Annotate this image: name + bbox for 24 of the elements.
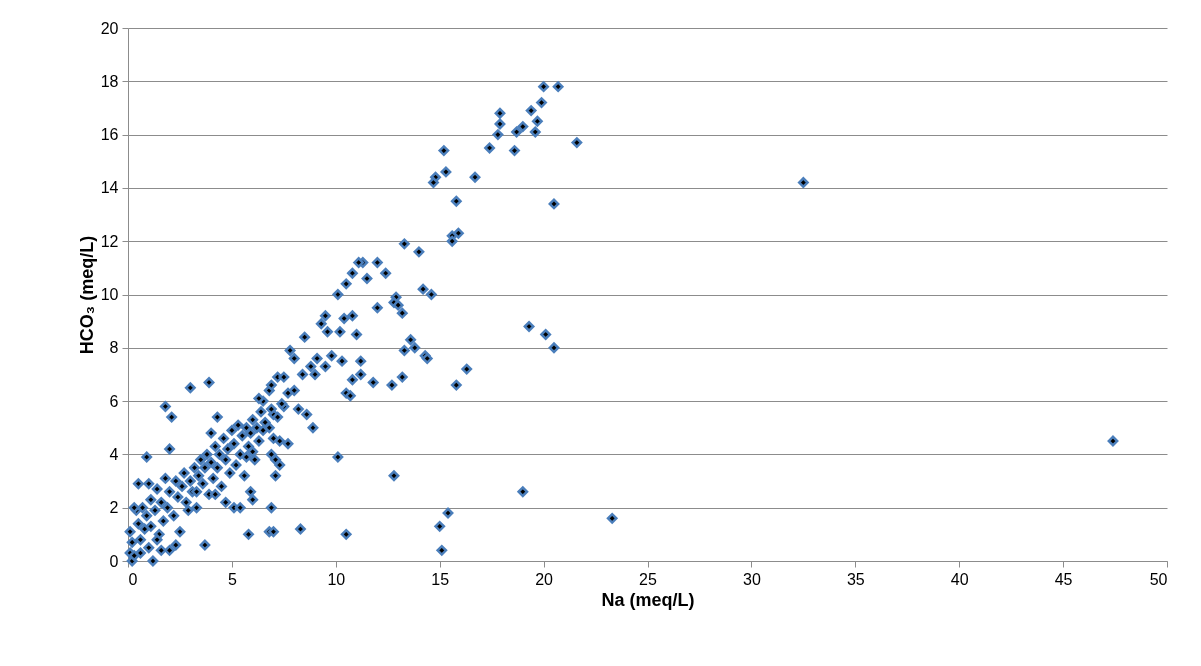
x-tick-label: 35 [846, 570, 865, 588]
x-tick-label: 25 [639, 570, 657, 588]
x-tick-label: 0 [128, 570, 138, 588]
x-tick-label: 10 [327, 570, 346, 588]
y-tick-label: 14 [100, 179, 119, 197]
x-tick-label: 15 [431, 570, 450, 588]
y-axis-title: HCO₃ (meq/L) [76, 235, 97, 355]
y-tick-label: 18 [100, 72, 119, 90]
y-tick-label: 10 [100, 286, 119, 303]
y-tick-label: 20 [100, 19, 119, 37]
x-tick-label: 45 [1054, 570, 1073, 588]
y-tick-label: 12 [100, 232, 119, 250]
x-tick-label: 5 [227, 570, 237, 588]
x-tick-label: 20 [535, 570, 554, 588]
y-tick-label: 8 [109, 339, 119, 357]
x-tick-label: 50 [1149, 570, 1168, 588]
y-tick-label: 4 [109, 445, 119, 463]
y-tick-label: 2 [109, 499, 119, 517]
y-tick-label: 16 [100, 126, 119, 144]
y-tick-label: 0 [109, 552, 119, 570]
x-tick-label: 40 [950, 570, 969, 588]
x-axis-title: Na (meq/L) [601, 589, 695, 610]
x-tick-label: 30 [743, 570, 761, 588]
y-tick-label: 6 [109, 392, 119, 410]
